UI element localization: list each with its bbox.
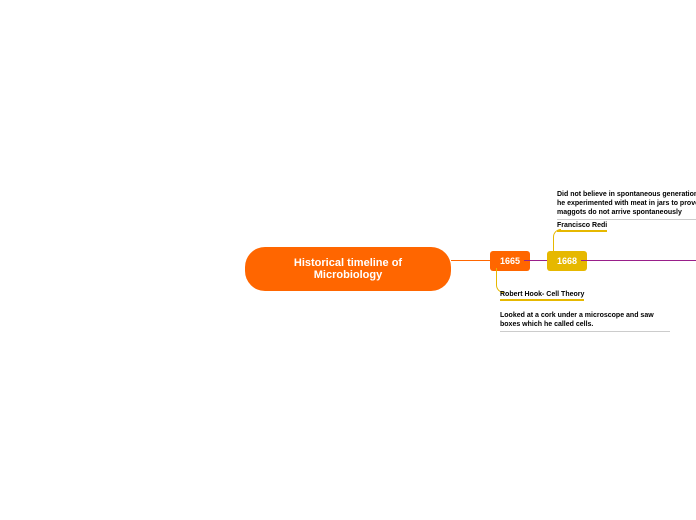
leaf-desc-robert-hook: Looked at a cork under a microscope and … — [500, 311, 670, 332]
root-node[interactable]: Historical timeline of Microbiology — [245, 247, 451, 291]
connector-1665-1668 — [524, 260, 547, 261]
curve-1668-up — [553, 229, 561, 252]
connector-1668-right — [581, 260, 696, 261]
leaf-desc-francisco-redi: Did not believe in spontaneous generatio… — [557, 190, 696, 220]
connector-root-1665 — [451, 260, 490, 261]
leaf-title-robert-hook: Robert Hook- Cell Theory — [500, 291, 584, 301]
leaf-title-francisco-redi: Francisco Redi — [557, 222, 607, 232]
node-1668[interactable]: 1668 — [547, 251, 587, 271]
curve-1665-down — [496, 268, 504, 293]
